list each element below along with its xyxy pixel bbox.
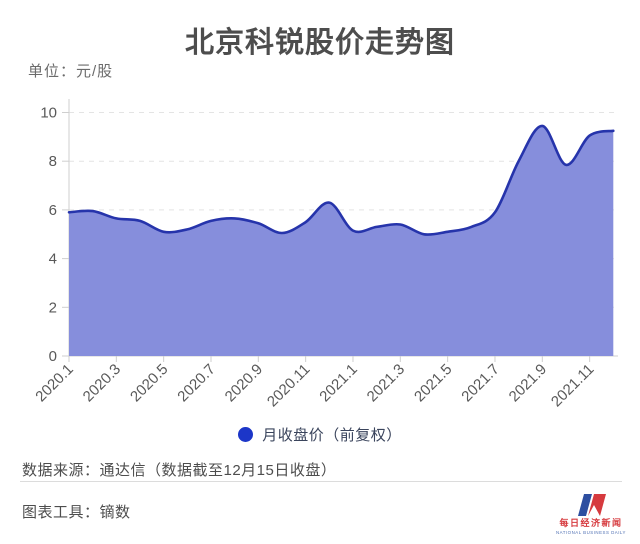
x-tick-label: 2021.9 (506, 361, 550, 405)
legend-label: 月收盘价（前复权） (262, 426, 402, 444)
x-tick-label: 2021.3 (364, 361, 408, 405)
y-tick-label: 10 (40, 105, 57, 122)
nbd-logo-cn-text: 每日经济新闻 (559, 517, 622, 528)
area-fill (69, 125, 614, 357)
x-tick-label: 2020.5 (127, 361, 171, 405)
nbd-logo-monogram-icon (578, 494, 606, 516)
x-tick-label: 2021.11 (548, 361, 598, 411)
y-tick-label: 2 (49, 299, 57, 316)
y-tick-label: 4 (49, 251, 57, 268)
price-line (67, 124, 615, 236)
x-tick-label: 2020.9 (222, 361, 266, 405)
data-source-note: 数据来源：通达信（数据截至12月15日收盘） (22, 462, 337, 479)
x-tick-label: 2020.3 (80, 361, 124, 405)
y-tick-label: 8 (49, 153, 57, 170)
legend-dot-icon (238, 426, 254, 442)
x-tick-label: 2021.7 (458, 361, 502, 405)
x-tick-label: 2021.5 (411, 361, 455, 405)
x-tick-label: 2020.1 (32, 361, 76, 405)
y-tick-label: 6 (49, 202, 57, 219)
page-title: 北京科锐股价走势图 (184, 27, 455, 59)
nbd-logo-en-text: NATIONAL BUSINESS DAILY (556, 530, 626, 535)
unit-label: 单位：元/股 (28, 63, 114, 80)
chart-tool-note: 图表工具：镝数 (22, 504, 131, 521)
x-tick-label: 2020.7 (174, 361, 218, 405)
y-tick-label: 0 (49, 348, 57, 365)
chart-legend: 月收盘价（前复权） (0, 425, 640, 444)
nbd-logo: 每日经济新闻 NATIONAL BUSINESS DAILY (556, 494, 626, 535)
footer-divider (20, 481, 622, 482)
x-tick-label: 2020.11 (264, 361, 314, 411)
x-tick-label: 2021.1 (316, 361, 360, 405)
